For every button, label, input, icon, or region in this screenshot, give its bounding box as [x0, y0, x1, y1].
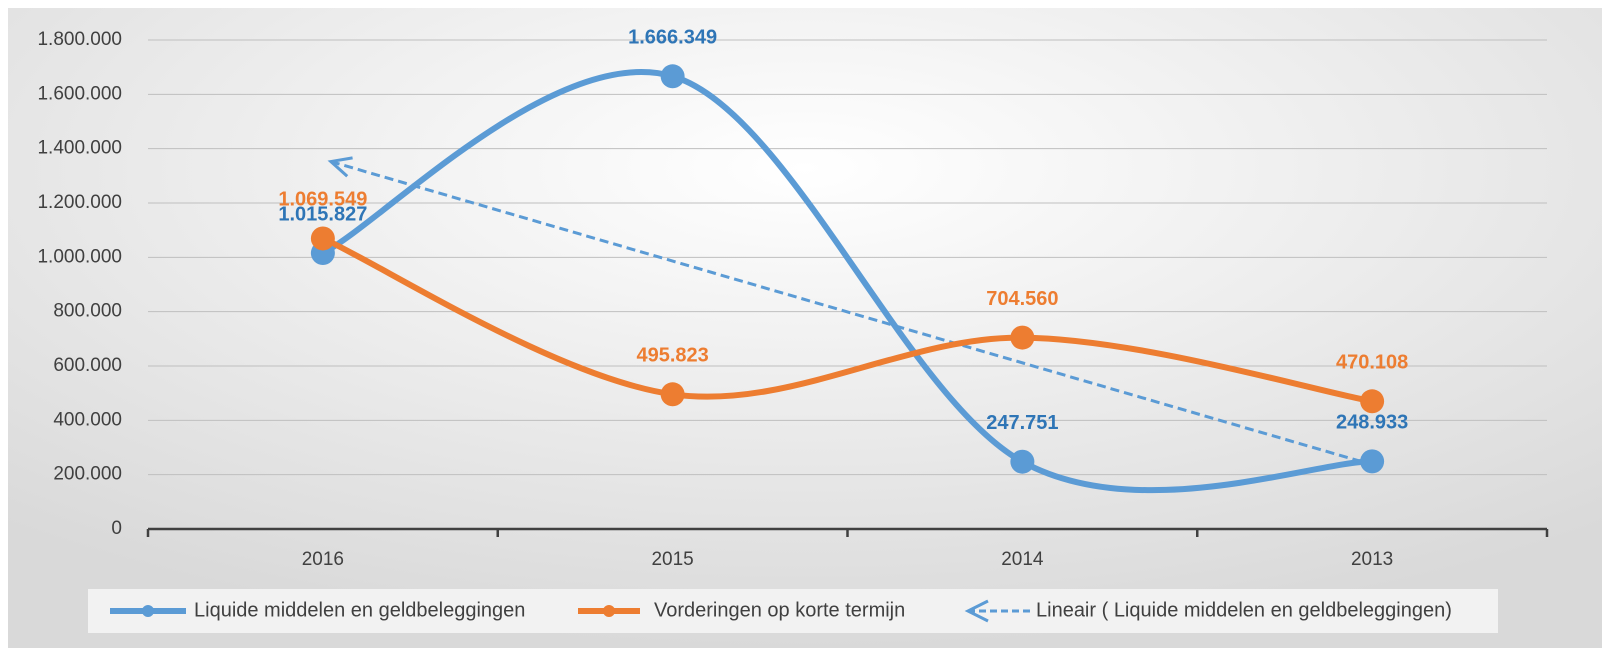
data-label: 247.751: [986, 412, 1058, 434]
legend-marker: [603, 605, 615, 617]
y-tick-label: 1.600.000: [37, 83, 122, 104]
background: [8, 8, 1602, 648]
data-point: [1010, 449, 1035, 474]
legend-marker: [142, 605, 154, 617]
trendline: [330, 160, 1373, 467]
legend-box: [88, 589, 1498, 633]
data-label: 1.666.349: [628, 27, 717, 49]
y-tick-label: 800.000: [53, 301, 122, 322]
data-label: 1.069.549: [278, 189, 367, 211]
y-tick-label: 1.800.000: [37, 29, 122, 50]
data-point: [310, 226, 335, 251]
y-tick-label: 1.400.000: [37, 138, 122, 159]
series-line: [319, 235, 1376, 405]
x-tick-label: 2015: [651, 549, 693, 570]
y-tick-label: 600.000: [53, 355, 122, 376]
legend-label: Liquide middelen en geldbeleggingen: [194, 599, 525, 621]
data-label: 1.015.827: [278, 203, 367, 225]
data-label: 248.933: [1336, 412, 1408, 434]
y-tick-label: 200.000: [53, 464, 122, 485]
y-tick-label: 0: [111, 518, 122, 539]
legend-arrow: [964, 599, 989, 623]
x-tick-label: 2013: [1351, 549, 1393, 570]
series-line: [319, 68, 1376, 494]
data-point: [660, 64, 685, 89]
y-tick-label: 400.000: [53, 409, 122, 430]
y-tick-label: 1.000.000: [37, 246, 122, 267]
data-label: 495.823: [636, 345, 708, 367]
trend-arrow: [327, 156, 353, 178]
data-label: 704.560: [986, 288, 1058, 310]
y-tick-label: 1.200.000: [37, 192, 122, 213]
x-tick-label: 2014: [1001, 549, 1044, 570]
legend-label: Vorderingen op korte termijn: [654, 599, 905, 621]
data-point: [660, 382, 685, 407]
data-label: 470.108: [1336, 352, 1408, 374]
data-point: [1010, 325, 1035, 350]
x-tick-label: 2016: [302, 549, 344, 570]
legend-label: Lineair ( Liquide middelen en geldbelegg…: [1036, 599, 1452, 621]
data-point: [1360, 389, 1385, 414]
data-point: [1360, 449, 1385, 474]
